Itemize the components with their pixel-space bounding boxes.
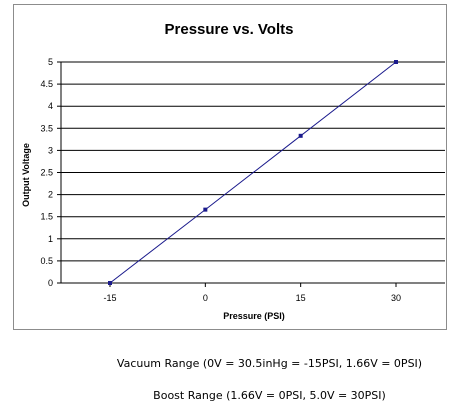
y-tick-label: 3.5: [40, 123, 53, 133]
x-tick-label: -15: [103, 293, 116, 303]
chart-title: Pressure vs. Volts: [165, 21, 294, 38]
data-point-marker: [203, 207, 208, 212]
axis-layer: 0 0.5 1 1.5 2 2.5 3 3.5 4 4.5 5 -15 0 15 30: [40, 57, 445, 303]
chart-frame: Pressure vs. Volts 0 0.5 1 1.5 2 2.5 3 3.5 4 4.5 5…: [13, 4, 447, 330]
y-tick-label: 3: [48, 145, 53, 155]
boost-range-caption: Boost Range (1.66V = 0PSI, 5.0V = 30PSI): [153, 389, 386, 402]
series-line: [109, 61, 397, 284]
y-tick-label: 4: [48, 101, 53, 111]
y-tick-label: 5: [48, 57, 53, 67]
data-point-marker: [298, 133, 303, 138]
data-point-marker: [108, 281, 112, 285]
y-tick-label: 0.5: [40, 256, 53, 266]
y-tick-label: 1.5: [40, 212, 53, 222]
vacuum-range-caption: Vacuum Range (0V = 30.5inHg = -15PSI, 1.…: [116, 357, 423, 370]
x-tick-label: 15: [296, 293, 306, 303]
y-tick-label: 4.5: [40, 79, 53, 89]
y-tick-label: 1: [48, 234, 53, 244]
y-tick-label: 2: [48, 190, 53, 200]
x-tick-label: 30: [391, 293, 401, 303]
y-axis-label: Output Voltage: [21, 143, 31, 207]
y-tick-label: 0: [48, 278, 53, 288]
y-tick-label: 2.5: [40, 168, 53, 178]
x-tick-label: 0: [203, 293, 208, 303]
series-layer: [108, 60, 398, 285]
data-point-marker: [394, 60, 398, 64]
chart-svg: Pressure vs. Volts 0 0.5 1 1.5 2 2.5 3 3.5 4 4.5 5…: [21, 21, 445, 321]
x-axis-label: Pressure (PSI): [223, 311, 285, 321]
